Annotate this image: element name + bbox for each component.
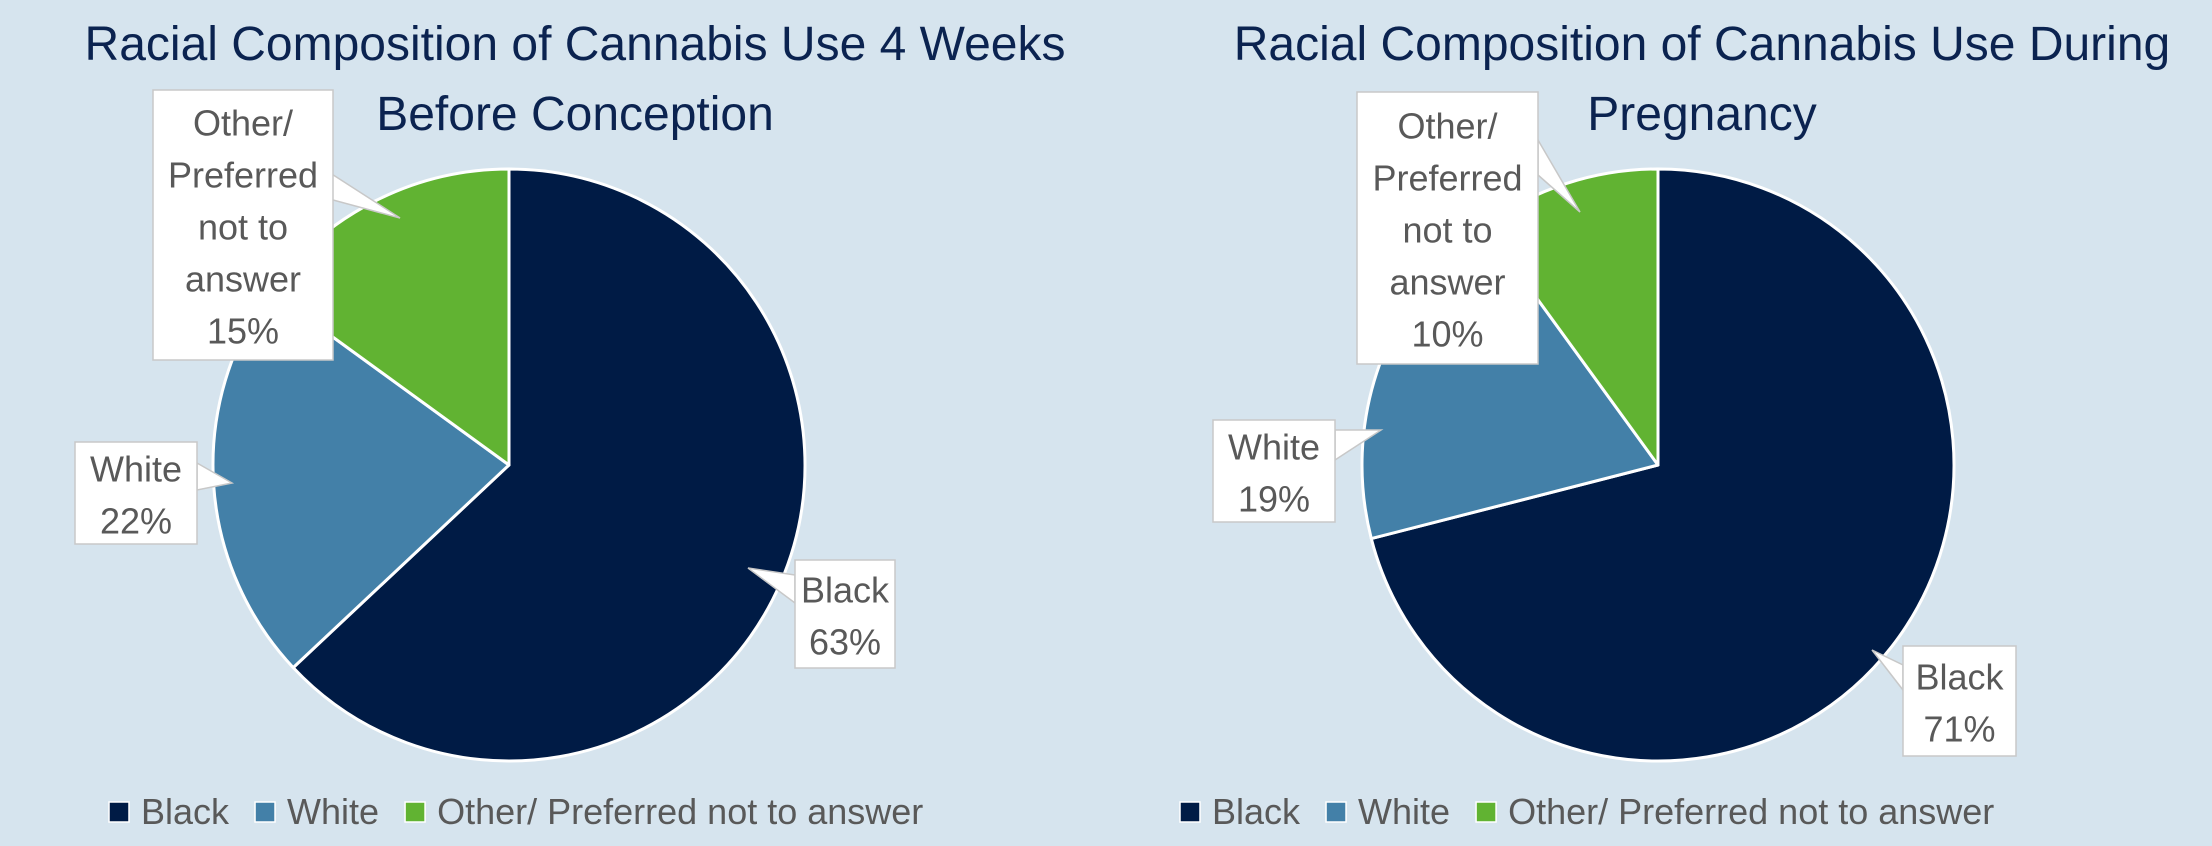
data-label-text: 15% [207, 311, 279, 352]
data-label-text: 19% [1238, 479, 1310, 520]
legend-label: Black [141, 791, 230, 832]
data-label-text: Other/ [193, 103, 293, 144]
data-label-text: White [90, 449, 182, 490]
data-label-text: Preferred [168, 155, 318, 196]
callout-box [1356, 91, 1539, 365]
data-label-text: Other/ [1397, 106, 1497, 147]
data-label-text: 63% [809, 622, 881, 663]
data-label-text: answer [185, 259, 301, 300]
legend-label: Other/ Preferred not to answer [1508, 791, 1994, 832]
legend-label: White [287, 791, 379, 832]
data-label-white: White 19% [1212, 419, 1384, 523]
chart-title-line: Pregnancy [1587, 88, 1816, 141]
data-label-text: 71% [1923, 709, 1995, 750]
data-label-black: Black 71% [1871, 645, 2017, 757]
legend-swatch [1325, 801, 1347, 823]
legend-label: Black [1212, 791, 1301, 832]
data-label-text: Preferred [1372, 158, 1522, 199]
callout-box [1212, 419, 1336, 523]
data-label-text: Black [801, 570, 890, 611]
data-label-text: answer [1389, 262, 1505, 303]
data-label-white: White 22% [74, 441, 235, 545]
data-label-other: Other/Preferred not to answer 10% [1356, 91, 1581, 365]
data-label-other: Other/Preferred not to answer 15% [152, 89, 401, 361]
chart-title-line: Racial Composition of Cannabis Use Durin… [1234, 18, 2170, 71]
data-label-text: not to [198, 207, 288, 248]
callout-box [1902, 645, 2017, 757]
data-label-text: 10% [1411, 314, 1483, 355]
data-label-text: Black [1915, 657, 2004, 698]
legend-swatch [1179, 801, 1201, 823]
data-label-text: not to [1402, 210, 1492, 251]
data-label-text: 22% [100, 501, 172, 542]
pie-chart-2: Racial Composition of Cannabis Use Durin… [1179, 18, 2170, 832]
legend-label: Other/ Preferred not to answer [437, 791, 923, 832]
chart-title-line: Before Conception [376, 88, 774, 141]
chart-title-line: Racial Composition of Cannabis Use 4 Wee… [85, 18, 1066, 71]
legend-swatch [254, 801, 276, 823]
pie-slice-black [1369, 167, 1956, 763]
legend-swatch [108, 801, 130, 823]
legend-label: White [1358, 791, 1450, 832]
legend: Black White Other/ Preferred not to answer [1179, 791, 1994, 832]
callout-box [152, 89, 334, 361]
callout-box [794, 559, 896, 669]
legend: Black White Other/ Preferred not to answer [108, 791, 923, 832]
callout-box [74, 441, 198, 545]
legend-swatch [1475, 801, 1497, 823]
pie-chart-1: Racial Composition of Cannabis Use 4 Wee… [74, 18, 1066, 832]
data-label-text: White [1228, 427, 1320, 468]
legend-swatch [404, 801, 426, 823]
data-label-black: Black 63% [747, 559, 896, 669]
